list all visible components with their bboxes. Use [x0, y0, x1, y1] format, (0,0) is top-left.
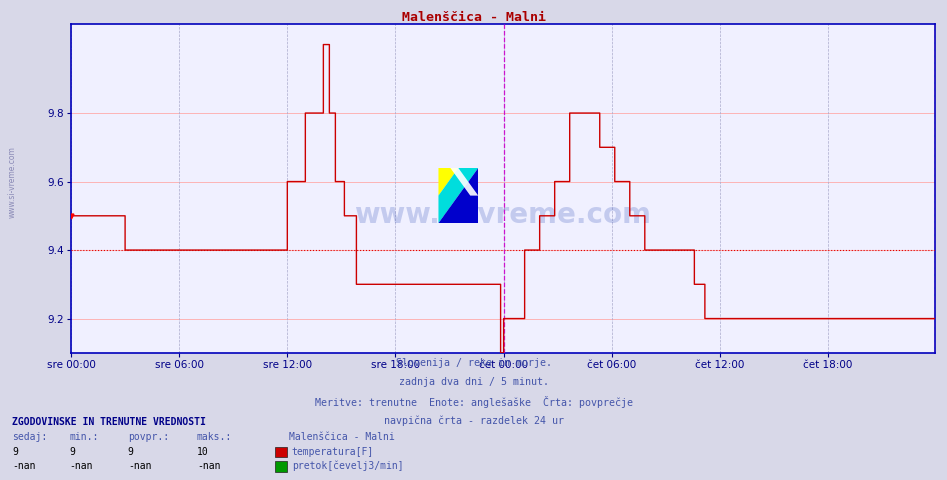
Text: -nan: -nan	[69, 461, 93, 471]
Text: Malenščica - Malni: Malenščica - Malni	[289, 432, 395, 442]
Polygon shape	[438, 168, 478, 223]
Text: www.si-vreme.com: www.si-vreme.com	[8, 146, 17, 218]
Text: pretok[čevelj3/min]: pretok[čevelj3/min]	[292, 461, 403, 471]
Text: 10: 10	[197, 447, 208, 457]
Text: temperatura[F]: temperatura[F]	[292, 447, 374, 457]
Text: 9: 9	[12, 447, 18, 457]
Text: 9: 9	[69, 447, 75, 457]
Text: -nan: -nan	[128, 461, 152, 471]
Text: -nan: -nan	[12, 461, 36, 471]
Text: sedaj:: sedaj:	[12, 432, 47, 442]
Text: 9: 9	[128, 447, 134, 457]
Polygon shape	[451, 168, 478, 196]
Text: min.:: min.:	[69, 432, 98, 442]
Text: -nan: -nan	[197, 461, 221, 471]
Text: navpična črta - razdelek 24 ur: navpična črta - razdelek 24 ur	[384, 415, 563, 426]
Polygon shape	[438, 168, 478, 223]
Text: zadnja dva dni / 5 minut.: zadnja dva dni / 5 minut.	[399, 377, 548, 387]
Text: ZGODOVINSKE IN TRENUTNE VREDNOSTI: ZGODOVINSKE IN TRENUTNE VREDNOSTI	[12, 417, 206, 427]
Text: maks.:: maks.:	[197, 432, 232, 442]
Text: Slovenija / reke in morje.: Slovenija / reke in morje.	[396, 358, 551, 368]
Text: Meritve: trenutne  Enote: anglešaške  Črta: povprečje: Meritve: trenutne Enote: anglešaške Črta…	[314, 396, 633, 408]
Polygon shape	[438, 168, 458, 196]
Text: Malenščica - Malni: Malenščica - Malni	[402, 11, 545, 24]
Text: www.si-vreme.com: www.si-vreme.com	[354, 201, 652, 228]
Text: povpr.:: povpr.:	[128, 432, 169, 442]
